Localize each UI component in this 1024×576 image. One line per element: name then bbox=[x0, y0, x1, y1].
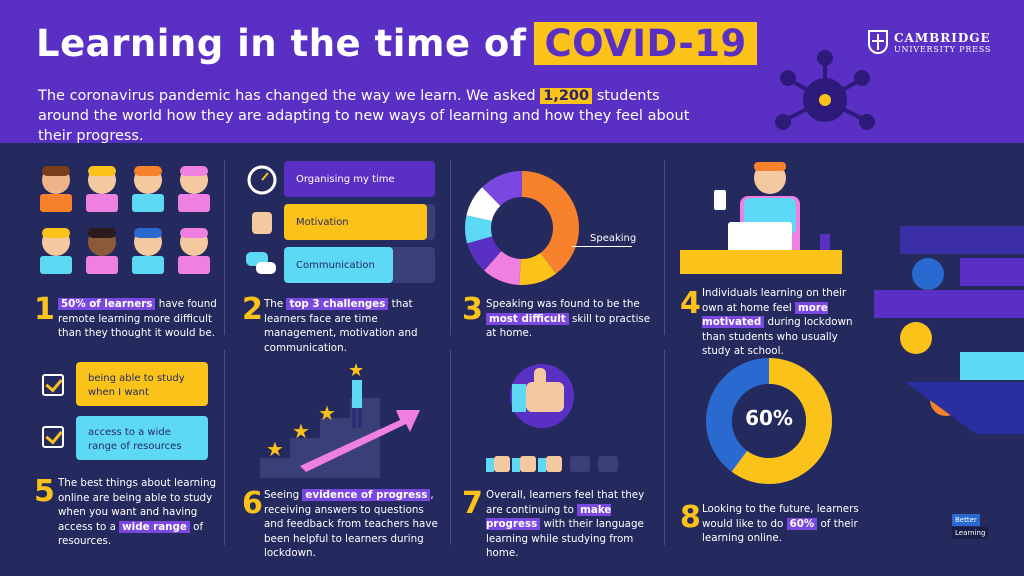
challenge-bar-motivation: Motivation bbox=[284, 204, 435, 240]
divider bbox=[664, 160, 665, 335]
panel-8-text: Looking to the future, learners would li… bbox=[702, 503, 859, 544]
panel-3-text: Speaking was found to be the most diffic… bbox=[486, 298, 651, 339]
panel-7-text: Overall, learners feel that they are con… bbox=[486, 489, 645, 559]
challenges-icons bbox=[246, 165, 277, 274]
divider bbox=[224, 350, 225, 545]
decor-stripe bbox=[874, 290, 1024, 318]
learners-illustration bbox=[40, 166, 210, 274]
title-highlight: COVID-19 bbox=[534, 22, 757, 65]
divider bbox=[450, 350, 451, 545]
panel-6-text: Seeing evidence of progress, receiving a… bbox=[264, 489, 438, 559]
decor-shape bbox=[905, 382, 1024, 434]
page-title: Learning in the time of COVID-19 bbox=[36, 22, 757, 65]
page-subtitle: The coronavirus pandemic has changed the… bbox=[38, 88, 690, 143]
decor-stripe bbox=[960, 352, 1024, 380]
brand-line1: Better bbox=[952, 514, 980, 526]
logo-line2: UNIVERSITY PRESS bbox=[894, 44, 992, 54]
panel-3-number: 3 bbox=[462, 292, 483, 327]
panel-1-text: 50% of learners have found remote learni… bbox=[58, 298, 217, 339]
brand-line2: Learning bbox=[952, 527, 989, 539]
checkbox-icon bbox=[42, 374, 64, 396]
logo-line1: CAMBRIDGE bbox=[894, 30, 991, 45]
svg-text:★: ★ bbox=[266, 437, 284, 461]
decor-stripe bbox=[960, 258, 1024, 286]
panel-1-number: 1 bbox=[34, 292, 55, 327]
header-banner: Learning in the time of COVID-19 The coro… bbox=[0, 0, 1024, 143]
best-thing-resources: access to a wide range of resources bbox=[76, 416, 208, 460]
decor-circle bbox=[900, 322, 932, 354]
panel-6-number: 6 bbox=[242, 486, 263, 521]
challenge-bar-time: Organising my time bbox=[284, 161, 435, 197]
panel-2-text: The top 3 challenges that learners face … bbox=[264, 298, 418, 354]
svg-text:★: ★ bbox=[318, 401, 336, 425]
svg-text:★: ★ bbox=[292, 419, 310, 443]
panel-5-text: The best things about learning online ar… bbox=[58, 477, 217, 547]
challenge-bar-communication: Communication bbox=[284, 247, 435, 283]
svg-text:★: ★ bbox=[348, 360, 364, 381]
skills-donut-chart bbox=[465, 171, 579, 285]
panel-4-number: 4 bbox=[680, 286, 701, 321]
cambridge-logo: CAMBRIDGE UNIVERSITY PRESS bbox=[868, 30, 991, 54]
virus-icon bbox=[775, 50, 875, 130]
speaking-pointer bbox=[572, 246, 632, 247]
progress-stairs-illustration: ★ ★ ★ ★ bbox=[260, 360, 420, 478]
panel-2-number: 2 bbox=[242, 292, 263, 327]
checkbox-icon bbox=[42, 426, 64, 448]
divider bbox=[224, 160, 225, 335]
panel-5-number: 5 bbox=[34, 474, 55, 509]
online-percent-donut bbox=[706, 358, 832, 484]
panel-4-text: Individuals learning on their own at hom… bbox=[702, 287, 853, 357]
divider bbox=[664, 350, 665, 545]
decor-stripe bbox=[900, 226, 1024, 254]
decor-circle bbox=[912, 258, 944, 290]
divider bbox=[450, 160, 451, 335]
donut-percent-label: 60% bbox=[745, 406, 793, 430]
best-thing-study: being able to study when I want bbox=[76, 362, 208, 406]
panel-8-number: 8 bbox=[680, 500, 701, 535]
crest-icon bbox=[868, 30, 888, 54]
panel-7-number: 7 bbox=[462, 486, 483, 521]
speaking-label: Speaking bbox=[590, 233, 637, 244]
desk-learner-illustration bbox=[680, 162, 842, 274]
subtitle-highlight: 1,200 bbox=[540, 88, 593, 104]
thumbs-up-illustration bbox=[486, 364, 618, 472]
